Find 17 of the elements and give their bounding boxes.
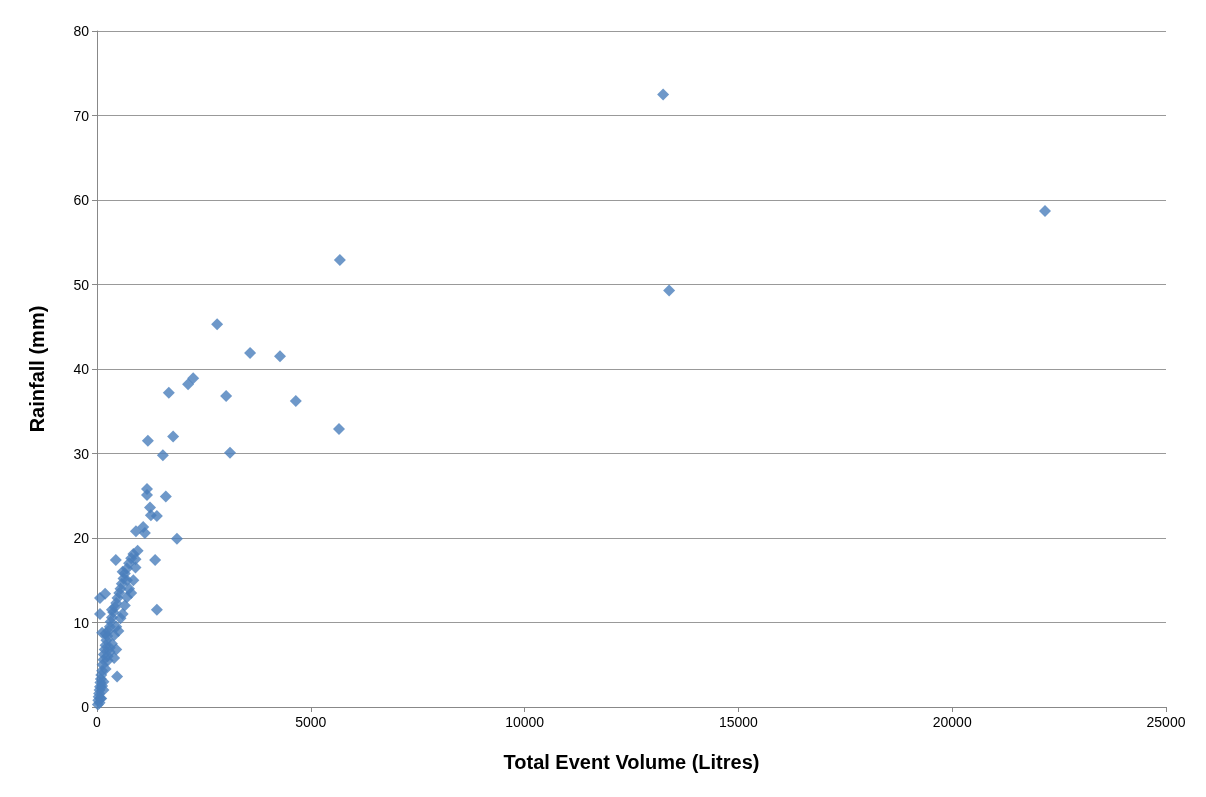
y-tick-label: 60 bbox=[73, 192, 90, 208]
x-tick-label: 20000 bbox=[932, 714, 972, 730]
x-tick-label: 15000 bbox=[718, 714, 759, 730]
y-tick-label: 20 bbox=[73, 530, 90, 546]
x-tick-label: 10000 bbox=[505, 714, 545, 730]
x-tick-label: 5000 bbox=[295, 714, 327, 730]
y-tick-label: 40 bbox=[73, 361, 90, 377]
x-tick-label: 25000 bbox=[1146, 714, 1186, 730]
x-axis-title: Total Event Volume (Litres) bbox=[503, 751, 760, 773]
y-tick-label: 80 bbox=[73, 23, 90, 39]
y-tick-label: 10 bbox=[73, 614, 90, 631]
y-tick-label: 0 bbox=[81, 699, 90, 715]
y-tick-label: 70 bbox=[73, 107, 90, 124]
x-tick-label: 0 bbox=[93, 714, 102, 730]
y-tick-label: 50 bbox=[73, 276, 90, 293]
y-axis-title: Rainfall (mm) bbox=[26, 305, 48, 433]
y-tick-label: 30 bbox=[73, 445, 90, 462]
